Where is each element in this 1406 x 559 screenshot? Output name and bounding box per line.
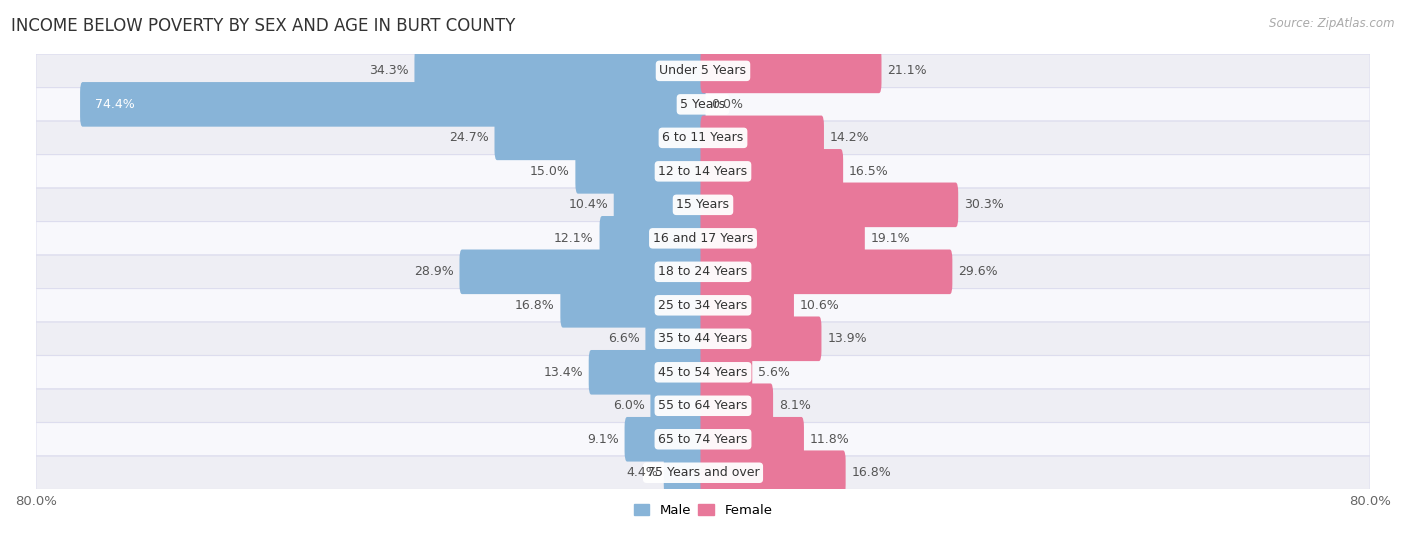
FancyBboxPatch shape <box>37 188 1369 221</box>
Text: 11.8%: 11.8% <box>810 433 849 446</box>
FancyBboxPatch shape <box>37 88 1369 121</box>
FancyBboxPatch shape <box>651 383 706 428</box>
Text: 16 and 17 Years: 16 and 17 Years <box>652 232 754 245</box>
FancyBboxPatch shape <box>700 183 959 227</box>
FancyBboxPatch shape <box>37 356 1369 389</box>
Text: 24.7%: 24.7% <box>449 131 489 144</box>
FancyBboxPatch shape <box>700 417 804 462</box>
Text: 16.5%: 16.5% <box>849 165 889 178</box>
FancyBboxPatch shape <box>664 451 706 495</box>
Text: 45 to 54 Years: 45 to 54 Years <box>658 366 748 379</box>
FancyBboxPatch shape <box>700 149 844 193</box>
Text: 0.0%: 0.0% <box>711 98 744 111</box>
Text: 21.1%: 21.1% <box>887 64 927 77</box>
Text: 8.1%: 8.1% <box>779 399 811 413</box>
Text: 28.9%: 28.9% <box>413 266 454 278</box>
Text: 29.6%: 29.6% <box>957 266 998 278</box>
FancyBboxPatch shape <box>495 116 706 160</box>
FancyBboxPatch shape <box>700 451 845 495</box>
Text: 75 Years and over: 75 Years and over <box>647 466 759 479</box>
FancyBboxPatch shape <box>561 283 706 328</box>
Text: 16.8%: 16.8% <box>852 466 891 479</box>
Text: Under 5 Years: Under 5 Years <box>659 64 747 77</box>
FancyBboxPatch shape <box>700 216 865 260</box>
FancyBboxPatch shape <box>624 417 706 462</box>
FancyBboxPatch shape <box>589 350 706 395</box>
FancyBboxPatch shape <box>700 383 773 428</box>
Text: 16.8%: 16.8% <box>515 299 554 312</box>
FancyBboxPatch shape <box>37 389 1369 423</box>
FancyBboxPatch shape <box>37 456 1369 490</box>
FancyBboxPatch shape <box>37 155 1369 188</box>
FancyBboxPatch shape <box>415 49 706 93</box>
FancyBboxPatch shape <box>700 49 882 93</box>
FancyBboxPatch shape <box>700 249 952 294</box>
Text: 12.1%: 12.1% <box>554 232 593 245</box>
FancyBboxPatch shape <box>700 316 821 361</box>
FancyBboxPatch shape <box>700 116 824 160</box>
FancyBboxPatch shape <box>37 121 1369 155</box>
Text: 5.6%: 5.6% <box>758 366 790 379</box>
Text: 19.1%: 19.1% <box>870 232 910 245</box>
Text: 34.3%: 34.3% <box>368 64 409 77</box>
FancyBboxPatch shape <box>700 283 794 328</box>
Text: 9.1%: 9.1% <box>588 433 619 446</box>
Text: 25 to 34 Years: 25 to 34 Years <box>658 299 748 312</box>
Text: 18 to 24 Years: 18 to 24 Years <box>658 266 748 278</box>
FancyBboxPatch shape <box>575 149 706 193</box>
Text: 13.9%: 13.9% <box>827 332 868 345</box>
Text: 6 to 11 Years: 6 to 11 Years <box>662 131 744 144</box>
Text: 14.2%: 14.2% <box>830 131 869 144</box>
Text: 12 to 14 Years: 12 to 14 Years <box>658 165 748 178</box>
Text: 13.4%: 13.4% <box>543 366 583 379</box>
Text: 55 to 64 Years: 55 to 64 Years <box>658 399 748 413</box>
Text: Source: ZipAtlas.com: Source: ZipAtlas.com <box>1270 17 1395 30</box>
FancyBboxPatch shape <box>614 183 706 227</box>
FancyBboxPatch shape <box>37 288 1369 322</box>
FancyBboxPatch shape <box>700 350 752 395</box>
Text: 5 Years: 5 Years <box>681 98 725 111</box>
Text: 4.4%: 4.4% <box>626 466 658 479</box>
Text: INCOME BELOW POVERTY BY SEX AND AGE IN BURT COUNTY: INCOME BELOW POVERTY BY SEX AND AGE IN B… <box>11 17 516 35</box>
FancyBboxPatch shape <box>37 255 1369 288</box>
FancyBboxPatch shape <box>599 216 706 260</box>
Text: 6.0%: 6.0% <box>613 399 644 413</box>
FancyBboxPatch shape <box>37 423 1369 456</box>
FancyBboxPatch shape <box>37 221 1369 255</box>
Text: 65 to 74 Years: 65 to 74 Years <box>658 433 748 446</box>
FancyBboxPatch shape <box>80 82 706 127</box>
Text: 74.4%: 74.4% <box>96 98 135 111</box>
Text: 10.4%: 10.4% <box>568 198 607 211</box>
Text: 35 to 44 Years: 35 to 44 Years <box>658 332 748 345</box>
FancyBboxPatch shape <box>37 322 1369 356</box>
FancyBboxPatch shape <box>645 316 706 361</box>
Text: 10.6%: 10.6% <box>800 299 839 312</box>
Text: 30.3%: 30.3% <box>965 198 1004 211</box>
Legend: Male, Female: Male, Female <box>628 499 778 522</box>
Text: 15 Years: 15 Years <box>676 198 730 211</box>
Text: 6.6%: 6.6% <box>607 332 640 345</box>
FancyBboxPatch shape <box>460 249 706 294</box>
Text: 15.0%: 15.0% <box>530 165 569 178</box>
FancyBboxPatch shape <box>37 54 1369 88</box>
